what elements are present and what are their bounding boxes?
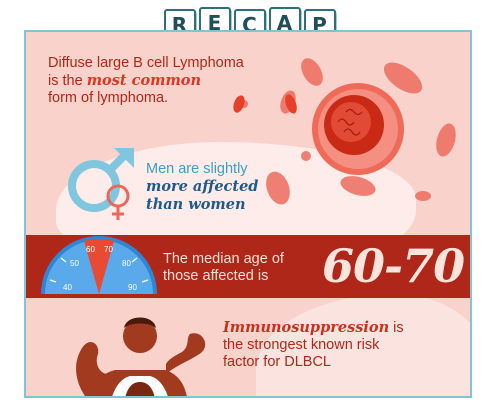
recap-card: Diffuse large B cell Lymphoma is the mos… [24, 30, 472, 398]
text-line: form of lymphoma. [48, 90, 169, 106]
immunosuppression-fact: Immunosuppression is the strongest known… [223, 319, 404, 371]
female-symbol-icon [106, 184, 130, 220]
gauge-tick-label: 60 [86, 245, 95, 254]
text-line: Men are slightly [146, 161, 248, 177]
text-line: those affected is [163, 268, 269, 284]
age-fact: The median age of those affected is [163, 251, 284, 285]
gauge-tick-label: 80 [122, 259, 131, 268]
gauge-tick-label: 90 [128, 283, 137, 292]
age-range: 60-70 [322, 239, 465, 293]
emphasis-text: most common [86, 72, 202, 89]
emphasis-text: than women [146, 196, 246, 213]
lymphoma-fact: Diffuse large B cell Lymphoma is the mos… [48, 55, 278, 107]
text-line: is the [48, 73, 87, 89]
text-line: factor for DLBCL [223, 354, 331, 370]
text-line: Diffuse large B cell Lymphoma [48, 55, 244, 71]
gauge-tick-label: 70 [104, 245, 113, 254]
text-line: is [389, 320, 404, 336]
emphasis-text: more affected [146, 178, 259, 195]
text-line: the strongest known risk [223, 337, 380, 353]
gender-fact: Men are slightly more affected than wome… [146, 160, 258, 214]
gauge-tick-label: 40 [63, 283, 72, 292]
gauge-tick-label: 50 [70, 259, 79, 268]
lymphoma-cell-icon [233, 58, 456, 205]
flexing-man-icon [76, 317, 206, 396]
age-gauge-icon: 40 50 60 70 80 90 [41, 236, 157, 294]
emphasis-text: Immunosuppression [223, 319, 390, 336]
text-line: The median age of [163, 251, 284, 267]
